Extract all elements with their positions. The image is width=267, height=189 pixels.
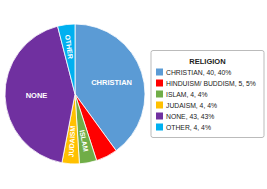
legend-label: OTHER, 4, 4%: [166, 124, 211, 131]
legend-label: NONE, 43, 43%: [166, 113, 214, 120]
legend-swatch: [156, 124, 163, 131]
legend-swatch: [156, 113, 163, 120]
pie-slice: [58, 24, 75, 94]
legend-label: ISLAM, 4, 4%: [166, 91, 208, 98]
chart: CHRISTIAN ISLAMJUDAISM NONE OTHER RELIGION CH…: [0, 0, 267, 189]
wedge-label: CHRISTIAN: [91, 78, 132, 87]
wedges: [5, 24, 145, 164]
legend-title: RELIGION: [189, 57, 225, 66]
legend-label: JUDAISM, 4, 4%: [166, 102, 217, 109]
wedge-label: NONE: [26, 91, 48, 100]
legend-label: CHRISTIAN, 40, 40%: [166, 69, 231, 76]
wedge-labels: CHRISTIAN ISLAMJUDAISM NONE OTHER: [26, 34, 132, 157]
chart-container: CHRISTIAN ISLAMJUDAISM NONE OTHER RELIGION CH…: [0, 0, 267, 189]
wedge-label: OTHER: [64, 34, 74, 59]
legend-swatch: [156, 91, 163, 98]
legend-swatch: [156, 80, 163, 87]
legend-swatch: [156, 69, 163, 76]
legend: RELIGION CHRISTIAN, 40, 40% HINDUISM/ BUDD…: [151, 51, 264, 138]
legend-swatch: [156, 102, 163, 109]
wedge-label: JUDAISM: [68, 125, 77, 157]
legend-frame: [151, 51, 264, 138]
legend-label: HINDUISM/ BUDDISM, 5, 5%: [166, 80, 256, 87]
wedge-label: ISLAM: [78, 129, 89, 152]
